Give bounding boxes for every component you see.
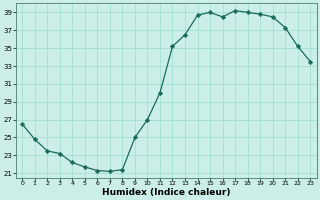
X-axis label: Humidex (Indice chaleur): Humidex (Indice chaleur)	[102, 188, 230, 197]
